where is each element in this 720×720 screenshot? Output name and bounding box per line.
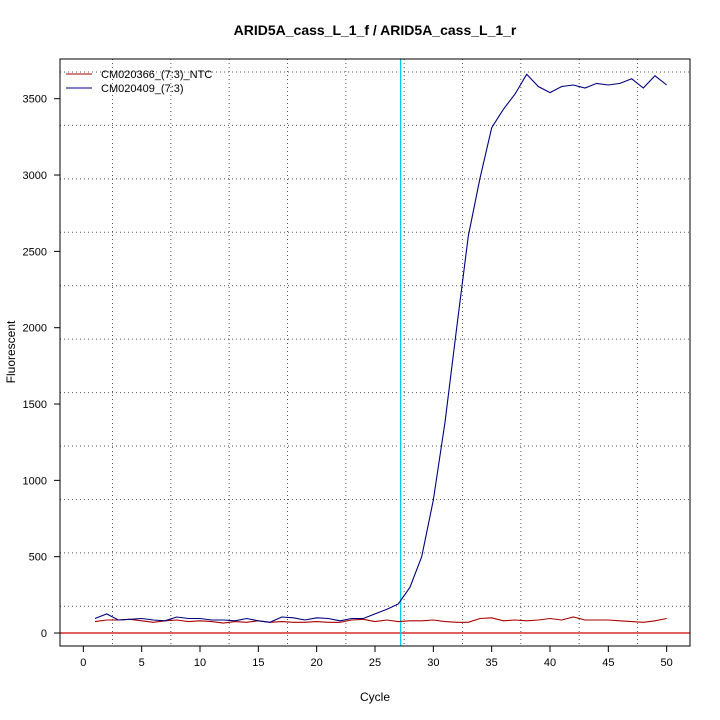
x-tick-label: 50 xyxy=(661,657,673,669)
reference-lines xyxy=(60,59,690,646)
y-tick-label: 1000 xyxy=(23,475,47,487)
x-tick-label: 0 xyxy=(80,657,86,669)
x-tick-label: 40 xyxy=(544,657,556,669)
grid xyxy=(60,59,690,646)
series-line-1 xyxy=(94,616,667,624)
legend-label-1: CM020366_(7:3)_NTC xyxy=(101,69,212,81)
legend: CM020366_(7:3)_NTC CM020409_(7:3) xyxy=(66,69,212,95)
x-axis-label: Cycle xyxy=(360,690,390,704)
y-axis: 0 500 1000 1500 2000 2500 3000 3500 xyxy=(23,94,60,640)
y-tick-label: 2000 xyxy=(23,323,47,335)
y-tick-label: 2500 xyxy=(23,246,47,258)
chart-title: ARID5A_cass_L_1_f / ARID5A_cass_L_1_r xyxy=(234,22,517,38)
y-tick-label: 500 xyxy=(29,552,47,564)
x-tick-label: 20 xyxy=(311,657,323,669)
x-axis: 0 5 10 15 20 25 30 35 40 45 50 xyxy=(80,646,673,669)
x-tick-label: 25 xyxy=(369,657,381,669)
y-tick-label: 3000 xyxy=(23,170,47,182)
y-tick-label: 0 xyxy=(41,628,47,640)
x-tick-label: 30 xyxy=(427,657,439,669)
x-tick-label: 15 xyxy=(252,657,264,669)
series-lines xyxy=(94,73,668,624)
x-tick-label: 45 xyxy=(602,657,614,669)
x-tick-label: 35 xyxy=(486,657,498,669)
x-tick-label: 10 xyxy=(194,657,206,669)
x-tick-label: 5 xyxy=(139,657,145,669)
y-axis-label: Fluorescent xyxy=(4,320,18,383)
y-tick-label: 3500 xyxy=(23,94,47,106)
y-tick-label: 1500 xyxy=(23,399,47,411)
legend-label-2: CM020409_(7:3) xyxy=(101,83,184,95)
series-line-2 xyxy=(94,73,668,623)
